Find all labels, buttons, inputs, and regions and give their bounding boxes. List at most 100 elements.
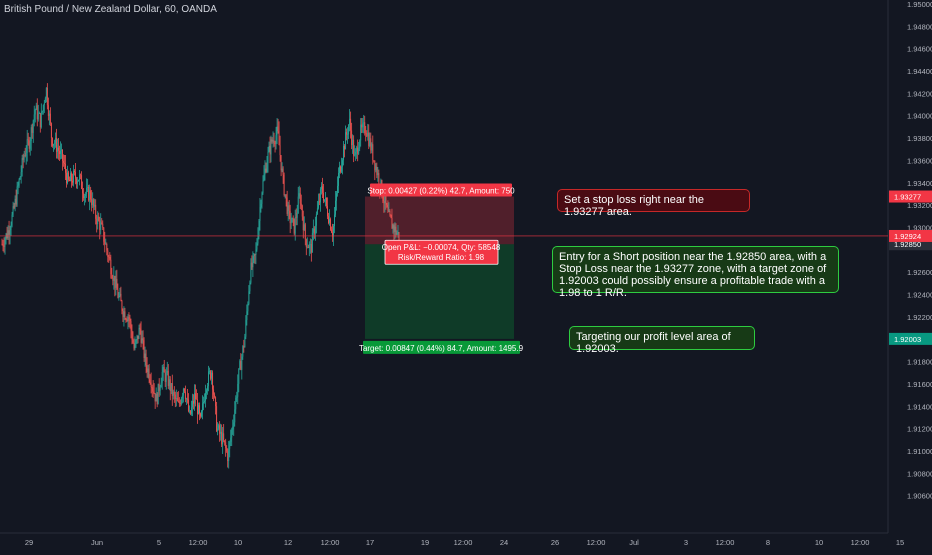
candle-body bbox=[255, 249, 257, 255]
candle-body bbox=[147, 368, 149, 373]
candle-body bbox=[352, 139, 354, 145]
candle-body bbox=[166, 370, 168, 374]
candle-body bbox=[68, 172, 69, 180]
candle-body bbox=[392, 225, 394, 229]
candle-body bbox=[251, 262, 253, 268]
candle-body bbox=[10, 225, 12, 231]
candle-body bbox=[153, 391, 155, 394]
candle-body bbox=[248, 291, 250, 304]
candle-body bbox=[270, 139, 272, 155]
candle-body bbox=[152, 387, 154, 392]
candle-body bbox=[331, 229, 332, 233]
candle-body bbox=[267, 151, 269, 163]
candle-body bbox=[218, 425, 220, 429]
candle-body bbox=[95, 204, 97, 219]
candle-body bbox=[286, 197, 288, 214]
candle-body bbox=[307, 246, 309, 249]
candle-body bbox=[314, 225, 316, 234]
candle-body bbox=[7, 230, 9, 239]
candle-body bbox=[27, 139, 29, 141]
candle-body bbox=[275, 135, 277, 144]
candle-body bbox=[117, 289, 119, 298]
candle-body bbox=[347, 134, 349, 135]
candle-body bbox=[169, 379, 171, 391]
candle-body bbox=[181, 395, 183, 399]
candle-body bbox=[283, 174, 285, 196]
candle-body bbox=[321, 186, 323, 193]
candle-body bbox=[346, 132, 348, 135]
candle-body bbox=[284, 194, 286, 196]
candle-body bbox=[244, 336, 246, 348]
candle-body bbox=[81, 175, 83, 189]
candle-body bbox=[88, 186, 90, 201]
candle-body bbox=[73, 170, 74, 183]
candle-body bbox=[77, 181, 79, 184]
target-note[interactable]: Targeting our profit level area of 1.920… bbox=[569, 326, 755, 355]
candle-body bbox=[344, 146, 346, 150]
y-tick-label: 1.90600 bbox=[907, 492, 932, 501]
candle-body bbox=[49, 113, 51, 124]
candle-body bbox=[202, 403, 203, 412]
candle-body bbox=[305, 239, 307, 247]
candle-body bbox=[288, 205, 290, 211]
candle-body bbox=[80, 174, 82, 176]
candle-body bbox=[174, 394, 176, 399]
y-tick-label: 1.91600 bbox=[907, 380, 932, 389]
candle-body bbox=[221, 431, 223, 445]
x-tick-label: Jul bbox=[629, 538, 639, 547]
candle-body bbox=[340, 166, 342, 172]
candle-body bbox=[70, 173, 71, 181]
candle-body bbox=[213, 389, 215, 395]
candle-body bbox=[2, 244, 4, 247]
candle-body bbox=[162, 367, 164, 373]
entry-note[interactable]: Entry for a Short position near the 1.92… bbox=[552, 246, 839, 299]
candle-body bbox=[298, 193, 300, 197]
candle-body bbox=[208, 371, 210, 387]
candle-body bbox=[18, 179, 20, 186]
candle-body bbox=[317, 201, 319, 209]
candle-body bbox=[115, 278, 117, 288]
candle-body bbox=[125, 319, 127, 320]
candle-body bbox=[339, 166, 340, 173]
candle-body bbox=[118, 295, 120, 298]
rr-label: Risk/Reward Ratio: 1.98 bbox=[398, 253, 485, 262]
candle-body bbox=[119, 293, 121, 296]
candle-body bbox=[258, 220, 260, 237]
candle-body bbox=[79, 174, 81, 180]
candle-body bbox=[345, 132, 347, 150]
candle-body bbox=[55, 137, 57, 152]
candle-body bbox=[391, 217, 393, 229]
candle-body bbox=[102, 223, 104, 228]
candle-body bbox=[368, 132, 370, 146]
candle-body bbox=[250, 262, 252, 283]
candle-body bbox=[54, 137, 56, 144]
candle-body bbox=[363, 122, 365, 124]
candle-body bbox=[256, 243, 258, 250]
candle-body bbox=[367, 132, 369, 137]
candle-body bbox=[353, 139, 355, 156]
candle-body bbox=[308, 244, 310, 249]
candle-body bbox=[38, 113, 40, 114]
candle-body bbox=[301, 205, 303, 217]
candle-body bbox=[240, 361, 242, 370]
candle-body bbox=[20, 172, 22, 178]
x-tick-label: 15 bbox=[896, 538, 904, 547]
stop-loss-note[interactable]: Set a stop loss right near the 1.93277 a… bbox=[557, 189, 750, 218]
candle-body bbox=[12, 206, 14, 215]
candle-body bbox=[156, 393, 158, 405]
candle-body bbox=[296, 213, 298, 218]
candle-body bbox=[100, 222, 102, 231]
candle-body bbox=[123, 311, 125, 318]
candle-body bbox=[206, 390, 207, 394]
candle-body bbox=[228, 448, 230, 462]
candle-body bbox=[26, 139, 28, 153]
candle-body bbox=[290, 222, 292, 224]
candle-body bbox=[62, 149, 63, 161]
candle-body bbox=[158, 383, 160, 391]
candle-body bbox=[293, 218, 295, 234]
candle-body bbox=[294, 217, 296, 234]
stop-label-box bbox=[370, 183, 512, 197]
candle-body bbox=[232, 426, 234, 430]
